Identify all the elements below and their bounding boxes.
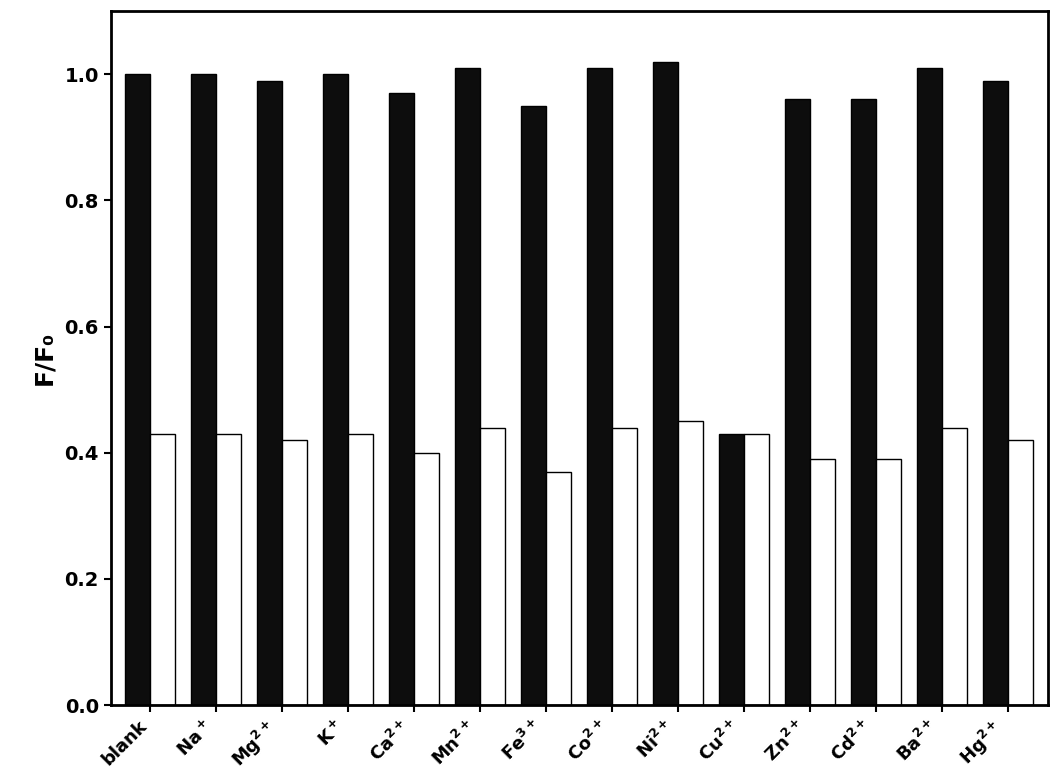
- Bar: [719, 434, 744, 705]
- Bar: [810, 459, 836, 705]
- Bar: [983, 81, 1008, 705]
- Bar: [348, 434, 374, 705]
- Bar: [481, 428, 505, 705]
- Bar: [744, 434, 770, 705]
- Bar: [455, 68, 481, 705]
- Bar: [785, 99, 810, 705]
- Bar: [125, 74, 150, 705]
- Bar: [150, 434, 176, 705]
- Bar: [216, 434, 241, 705]
- Bar: [917, 68, 943, 705]
- Bar: [612, 428, 638, 705]
- Bar: [521, 106, 546, 705]
- Bar: [1008, 440, 1034, 705]
- Bar: [546, 471, 572, 705]
- Bar: [943, 428, 967, 705]
- Y-axis label: F/F₀: F/F₀: [32, 331, 56, 385]
- Bar: [588, 68, 612, 705]
- Bar: [390, 93, 414, 705]
- Bar: [283, 440, 307, 705]
- Bar: [679, 421, 703, 705]
- Bar: [257, 81, 283, 705]
- Bar: [653, 62, 679, 705]
- Bar: [414, 453, 439, 705]
- Bar: [876, 459, 901, 705]
- Bar: [323, 74, 348, 705]
- Bar: [192, 74, 216, 705]
- Bar: [851, 99, 876, 705]
